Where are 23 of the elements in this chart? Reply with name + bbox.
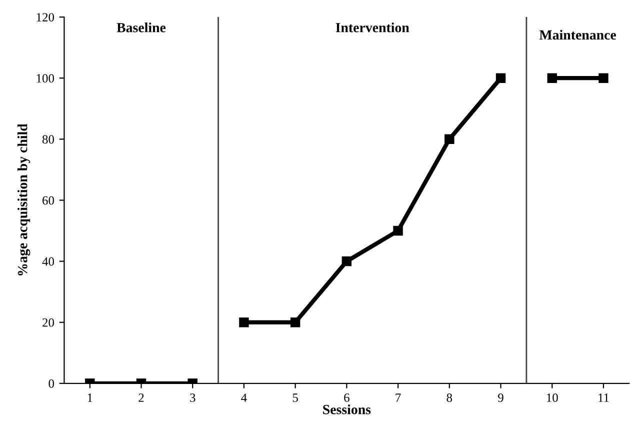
x-tick-label: 8 [446,393,452,402]
y-tick-label: 100 [36,74,54,83]
x-tick-label: 2 [138,394,144,402]
x-tick-label: 9 [498,394,504,402]
x-tick-label: 3 [190,394,196,402]
x-axis-title: Sessions [323,404,371,414]
y-tick-label: 80 [42,135,54,144]
y-tick-label: 20 [42,318,54,327]
y-tick-label: 60 [42,196,54,205]
x-tick-label: 5 [292,394,298,402]
y-tick-label: 40 [42,257,54,266]
x-tick-label: 1 [88,394,92,402]
annotation: Intervention [336,22,410,32]
y-axis-title: %age acquisition by child [17,124,30,276]
x-tick-label: 11 [598,394,609,402]
x-tick-label: 7 [396,394,401,402]
annotation: Baseline [116,22,166,32]
x-tick-label: 4 [241,394,247,402]
y-tick-label: 120 [36,13,54,22]
y-tick-label: 0 [48,379,54,388]
x-tick-label: 6 [344,394,350,402]
x-tick-label: 10 [546,393,558,402]
annotation: Maintenance [539,30,616,40]
